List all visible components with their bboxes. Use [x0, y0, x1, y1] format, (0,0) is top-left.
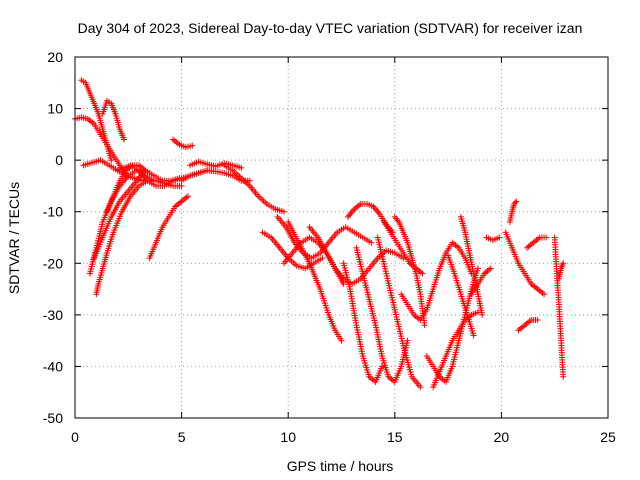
- data-point: [280, 208, 287, 215]
- data-point: [512, 199, 519, 206]
- data-point: [479, 311, 486, 318]
- chart-title: Day 304 of 2023, Sidereal Day-to-day VTE…: [78, 20, 583, 36]
- y-tick-label: 0: [55, 152, 63, 168]
- x-tick-label: 10: [280, 429, 296, 445]
- x-tick-label: 0: [71, 429, 79, 445]
- data-point: [368, 239, 375, 246]
- data-point: [319, 255, 326, 262]
- x-axis-label: GPS time / hours: [287, 458, 394, 474]
- data-point: [400, 255, 407, 262]
- data-point: [534, 317, 541, 324]
- y-tick-label: 10: [47, 101, 63, 117]
- data-point: [541, 291, 548, 298]
- data-point: [238, 164, 245, 171]
- plot-frame: [74, 56, 609, 419]
- data-point: [421, 322, 428, 329]
- data-point: [379, 363, 386, 370]
- y-axis-label: SDTVAR / TECUs: [6, 182, 22, 294]
- data-point: [513, 198, 520, 205]
- data-point: [121, 136, 128, 143]
- data-point: [178, 182, 185, 189]
- data-point: [543, 234, 550, 241]
- y-tick-label: -50: [43, 410, 63, 426]
- data-point: [246, 177, 253, 184]
- y-tick-label: -10: [43, 204, 63, 220]
- x-tick-label: 5: [178, 429, 186, 445]
- data-point: [417, 384, 424, 391]
- data-point: [404, 337, 411, 344]
- data-point: [487, 265, 494, 272]
- data-point: [560, 373, 567, 380]
- data-point: [560, 260, 567, 267]
- grid-lines: [75, 57, 608, 418]
- data-point: [184, 193, 191, 200]
- x-tick-label: 15: [387, 429, 403, 445]
- data-point: [108, 157, 115, 164]
- x-tick-label: 25: [600, 429, 616, 445]
- data-point: [470, 332, 477, 339]
- y-tick-label: -40: [43, 358, 63, 374]
- data-point: [496, 234, 503, 241]
- x-tick-label: 20: [494, 429, 510, 445]
- data-point: [419, 270, 426, 277]
- y-tick-label: -20: [43, 255, 63, 271]
- data-point: [338, 337, 345, 344]
- y-tick-label: -30: [43, 307, 63, 323]
- data-point: [474, 265, 481, 272]
- data-points: [72, 77, 567, 391]
- data-point: [340, 280, 347, 287]
- y-tick-label: 20: [47, 49, 63, 65]
- data-point: [189, 142, 196, 149]
- axis-ticks: 0 5 10 15 20 25 -50 -40 -30 -20 -10 0 10 20: [43, 49, 616, 445]
